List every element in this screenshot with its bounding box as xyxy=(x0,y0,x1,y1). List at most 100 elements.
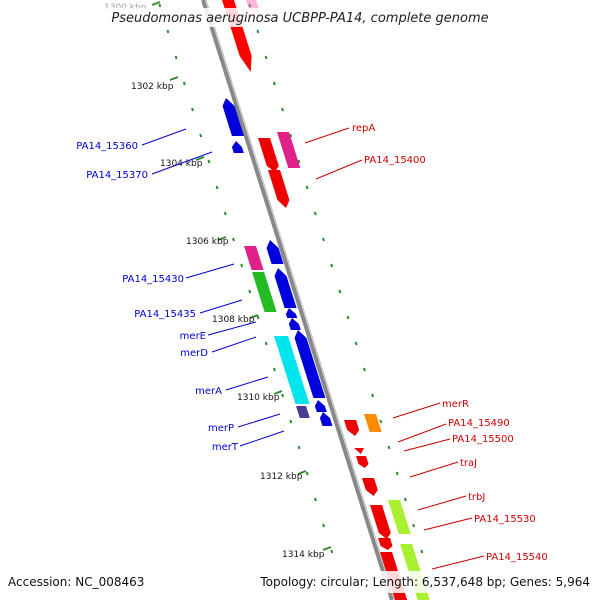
track-dot xyxy=(313,211,317,216)
track-dot xyxy=(387,445,391,450)
track-dot xyxy=(395,471,399,476)
track-dot xyxy=(199,133,203,138)
gene-traJ xyxy=(362,478,378,496)
track-dot xyxy=(256,29,260,34)
track-dot xyxy=(272,367,276,372)
label-PA14-15430[interactable]: PA14_15430 xyxy=(122,274,184,285)
gene-blue-mer2 xyxy=(319,412,333,426)
gene-red-1-arrow xyxy=(266,166,279,172)
gene-PA14-15490 xyxy=(354,448,364,454)
gene-red-1 xyxy=(258,138,279,166)
gene-blue-1306a xyxy=(266,240,284,264)
label-merP[interactable]: merP xyxy=(208,423,234,434)
gene-merE xyxy=(285,308,298,318)
gene-merA xyxy=(274,336,310,404)
title-backing xyxy=(98,8,508,27)
label-PA14-15400[interactable]: PA14_15400 xyxy=(364,155,426,166)
track-dot xyxy=(256,315,260,320)
gene-PA14-15430 xyxy=(244,246,264,270)
label-PA14-15435[interactable]: PA14_15435 xyxy=(134,309,196,320)
track-dot xyxy=(412,523,416,528)
track-dot xyxy=(166,29,170,34)
gene-merT xyxy=(314,400,327,412)
label-merE[interactable]: merE xyxy=(180,331,206,342)
label-PA14-15370[interactable]: PA14_15370 xyxy=(86,170,148,181)
label-repA[interactable]: repA xyxy=(352,123,375,134)
gene-merD xyxy=(288,318,301,330)
track-dot xyxy=(346,315,350,320)
track-dot xyxy=(223,211,227,216)
track-dot xyxy=(338,289,342,294)
label-merT[interactable]: merT xyxy=(212,442,239,453)
label-PA14-15360[interactable]: PA14_15360 xyxy=(76,141,138,152)
track-dot xyxy=(330,263,334,268)
gene-merR-red xyxy=(344,420,360,436)
track-dot xyxy=(289,419,293,424)
track-dot xyxy=(207,159,211,164)
track-dot xyxy=(248,289,252,294)
track-dot xyxy=(313,497,317,502)
kbp-label-1314: 1314 kbp xyxy=(282,550,325,560)
accession-text: Accession: NC_008463 xyxy=(8,575,144,589)
gene-blue-mer xyxy=(294,330,326,398)
gene-red-trbJ xyxy=(370,505,391,533)
gene-PA14-15500 xyxy=(356,456,369,468)
label-PA14-15530[interactable]: PA14_15530 xyxy=(474,514,536,525)
genome-backbone-shadow xyxy=(205,0,396,600)
gene-blue-1306b xyxy=(274,268,297,308)
label-PA14-15490[interactable]: PA14_15490 xyxy=(448,418,510,429)
topology-text: Topology: circular; Length: 6,537,648 bp… xyxy=(259,575,590,589)
track-dot xyxy=(297,445,301,450)
track-dot xyxy=(322,237,325,242)
kbp-label-1304: 1304 kbp xyxy=(160,159,203,169)
gene-PA14-15360 xyxy=(222,98,244,136)
track-dot xyxy=(297,159,301,164)
track-dot xyxy=(182,81,186,86)
label-merD[interactable]: merD xyxy=(180,348,208,359)
right-leaders xyxy=(304,127,485,570)
track-dot xyxy=(379,419,383,424)
track-dot xyxy=(281,107,284,112)
kbp-label-1306: 1306 kbp xyxy=(186,237,229,247)
label-trbJ[interactable]: trbJ xyxy=(468,492,485,503)
track-dot xyxy=(354,341,358,346)
label-PA14-15540[interactable]: PA14_15540 xyxy=(486,552,548,563)
track-dot xyxy=(305,185,309,190)
gene-PA14-15400 xyxy=(268,170,290,200)
track-dot xyxy=(305,471,309,476)
track-dot xyxy=(362,367,366,372)
page-title: Pseudomonas aeruginosa UCBPP-PA14, compl… xyxy=(111,11,488,26)
kbp-ticks xyxy=(151,1,332,551)
track-dot xyxy=(371,393,375,398)
label-traJ[interactable]: traJ xyxy=(460,458,477,469)
label-merR[interactable]: merR xyxy=(442,399,469,410)
track-dot xyxy=(174,55,178,60)
label-PA14-15500[interactable]: PA14_15500 xyxy=(452,434,514,445)
gene-PA14-15530 xyxy=(378,538,393,550)
track-dot xyxy=(281,393,285,398)
gene-red-top-arrow xyxy=(239,56,252,72)
track-dot xyxy=(215,185,219,190)
track-dot xyxy=(158,3,162,8)
track-dot xyxy=(403,497,407,502)
gene-red-trbJ-arrow xyxy=(378,533,391,539)
gene-trbJ xyxy=(388,500,411,534)
genome-backbone xyxy=(201,0,394,600)
track-dot xyxy=(272,81,276,86)
gene-PA14-15400-arrow xyxy=(277,200,290,208)
right-labels: repA PA14_15400 merR PA14_15490 PA14_155… xyxy=(352,123,548,563)
kbp-label-1312: 1312 kbp xyxy=(260,472,303,482)
gene-repA xyxy=(277,132,301,168)
kbp-label-1302: 1302 kbp xyxy=(131,82,174,92)
track-dot xyxy=(289,133,293,138)
track-dot xyxy=(330,549,334,554)
gene-PA14-15435 xyxy=(251,272,277,312)
kbp-label-1310: 1310 kbp xyxy=(237,393,280,403)
gene-PA14-15370 xyxy=(231,141,244,153)
genes xyxy=(222,0,430,600)
track-dot xyxy=(191,107,194,112)
label-merA[interactable]: merA xyxy=(195,386,222,397)
gene-merP xyxy=(296,406,310,418)
track-dot xyxy=(322,523,326,528)
